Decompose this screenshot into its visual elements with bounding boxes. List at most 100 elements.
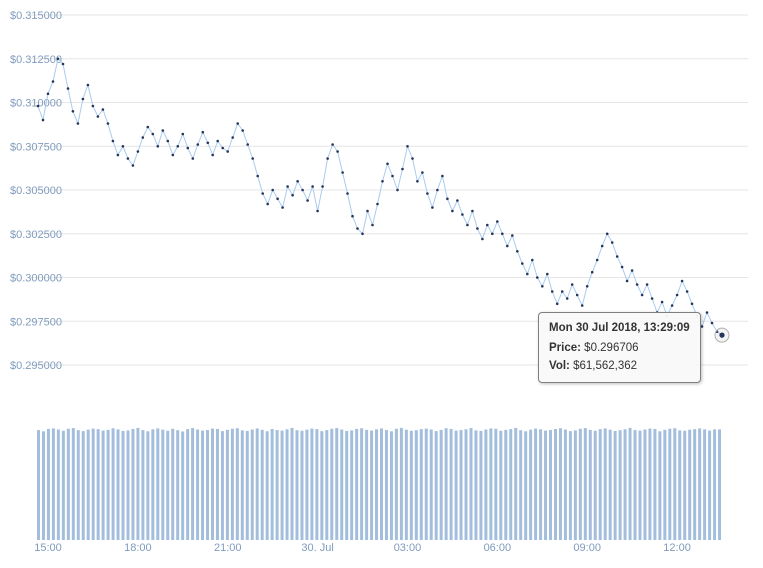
price-point[interactable] [341, 171, 344, 174]
price-point[interactable] [506, 244, 509, 248]
price-point[interactable] [685, 290, 689, 293]
price-point[interactable] [36, 104, 40, 108]
price-point[interactable] [640, 293, 644, 297]
price-point[interactable] [615, 255, 619, 258]
price-point[interactable] [221, 146, 224, 150]
price-point[interactable] [141, 136, 145, 139]
price-point[interactable] [61, 62, 65, 66]
price-point[interactable] [181, 132, 185, 136]
price-point[interactable] [550, 290, 554, 293]
price-point[interactable] [311, 185, 314, 188]
price-point[interactable] [116, 153, 120, 157]
price-point[interactable] [401, 167, 404, 171]
price-point[interactable] [441, 174, 444, 178]
price-point[interactable] [101, 108, 105, 111]
price-point[interactable] [481, 237, 484, 241]
price-point[interactable] [705, 311, 709, 314]
price-point[interactable] [675, 293, 679, 297]
price-point[interactable] [426, 192, 429, 195]
price-point[interactable] [261, 192, 265, 195]
price-point[interactable] [41, 118, 45, 122]
price-point[interactable] [371, 223, 374, 227]
price-point[interactable] [565, 297, 569, 300]
price-point[interactable] [51, 80, 55, 83]
price-point[interactable] [301, 188, 304, 192]
price-point[interactable] [585, 285, 589, 288]
price-point[interactable] [421, 171, 424, 174]
price-point[interactable] [560, 290, 564, 293]
price-point[interactable] [476, 227, 479, 230]
price-point[interactable] [216, 139, 219, 143]
price-point[interactable] [196, 143, 200, 146]
price-point[interactable] [625, 279, 629, 283]
price-point[interactable] [680, 279, 684, 283]
price-point[interactable] [76, 122, 80, 125]
price-point[interactable] [431, 206, 434, 209]
price-point[interactable] [256, 174, 260, 178]
price-point[interactable] [81, 97, 85, 101]
price-point[interactable] [121, 145, 125, 148]
price-point[interactable] [266, 202, 270, 206]
price-point[interactable] [376, 202, 379, 206]
price-point[interactable] [411, 157, 414, 160]
price-point[interactable] [555, 302, 559, 306]
price-point[interactable] [291, 193, 294, 197]
price-point[interactable] [660, 300, 664, 304]
price-point[interactable] [231, 136, 234, 139]
price-point[interactable] [605, 232, 609, 236]
price-point[interactable] [416, 180, 419, 183]
price-point[interactable] [186, 146, 190, 150]
price-point[interactable] [391, 174, 394, 178]
price-point[interactable] [356, 227, 359, 230]
price-point[interactable] [131, 164, 135, 167]
price-point[interactable] [580, 304, 584, 307]
price-point[interactable] [526, 272, 529, 276]
price-point[interactable] [226, 150, 229, 153]
price-point[interactable] [316, 209, 319, 213]
price-point[interactable] [206, 141, 210, 145]
price-point[interactable] [466, 223, 469, 227]
price-point[interactable] [71, 110, 75, 113]
price-point[interactable] [296, 180, 299, 183]
price-point[interactable] [486, 223, 489, 227]
price-point[interactable] [406, 145, 409, 148]
price-point[interactable] [151, 132, 155, 136]
price-point[interactable] [91, 104, 95, 108]
price-point[interactable] [251, 157, 254, 160]
price-point[interactable] [451, 209, 454, 213]
price-point[interactable] [191, 157, 195, 160]
price-point[interactable] [286, 185, 289, 188]
price-point[interactable] [326, 157, 329, 160]
price-point[interactable] [446, 197, 449, 201]
price-point[interactable] [386, 162, 389, 166]
price-point[interactable] [96, 115, 100, 118]
price-point[interactable] [126, 157, 130, 160]
price-point[interactable] [106, 122, 110, 125]
price-point[interactable] [710, 321, 714, 325]
price-point[interactable] [276, 197, 279, 201]
price-point[interactable] [541, 285, 544, 288]
price-point[interactable] [346, 192, 349, 195]
price-point[interactable] [396, 188, 399, 192]
price-point[interactable] [201, 130, 205, 134]
price-point[interactable] [670, 304, 674, 307]
price-point[interactable] [620, 265, 624, 269]
price-point[interactable] [595, 258, 599, 262]
price-point[interactable] [531, 258, 534, 262]
price-point[interactable] [136, 150, 140, 153]
price-point[interactable] [630, 269, 634, 272]
price-point[interactable] [496, 220, 499, 223]
price-point[interactable] [590, 270, 594, 274]
price-point[interactable] [570, 283, 574, 286]
price-point[interactable] [271, 188, 275, 192]
price-point[interactable] [211, 153, 214, 157]
price-point[interactable] [650, 297, 654, 300]
price-point[interactable] [645, 283, 649, 286]
price-point[interactable] [156, 145, 160, 148]
price-point[interactable] [111, 139, 115, 143]
price-point[interactable] [456, 199, 459, 202]
price-point[interactable] [236, 122, 239, 125]
price-point[interactable] [546, 272, 549, 276]
price-point[interactable] [56, 57, 60, 61]
